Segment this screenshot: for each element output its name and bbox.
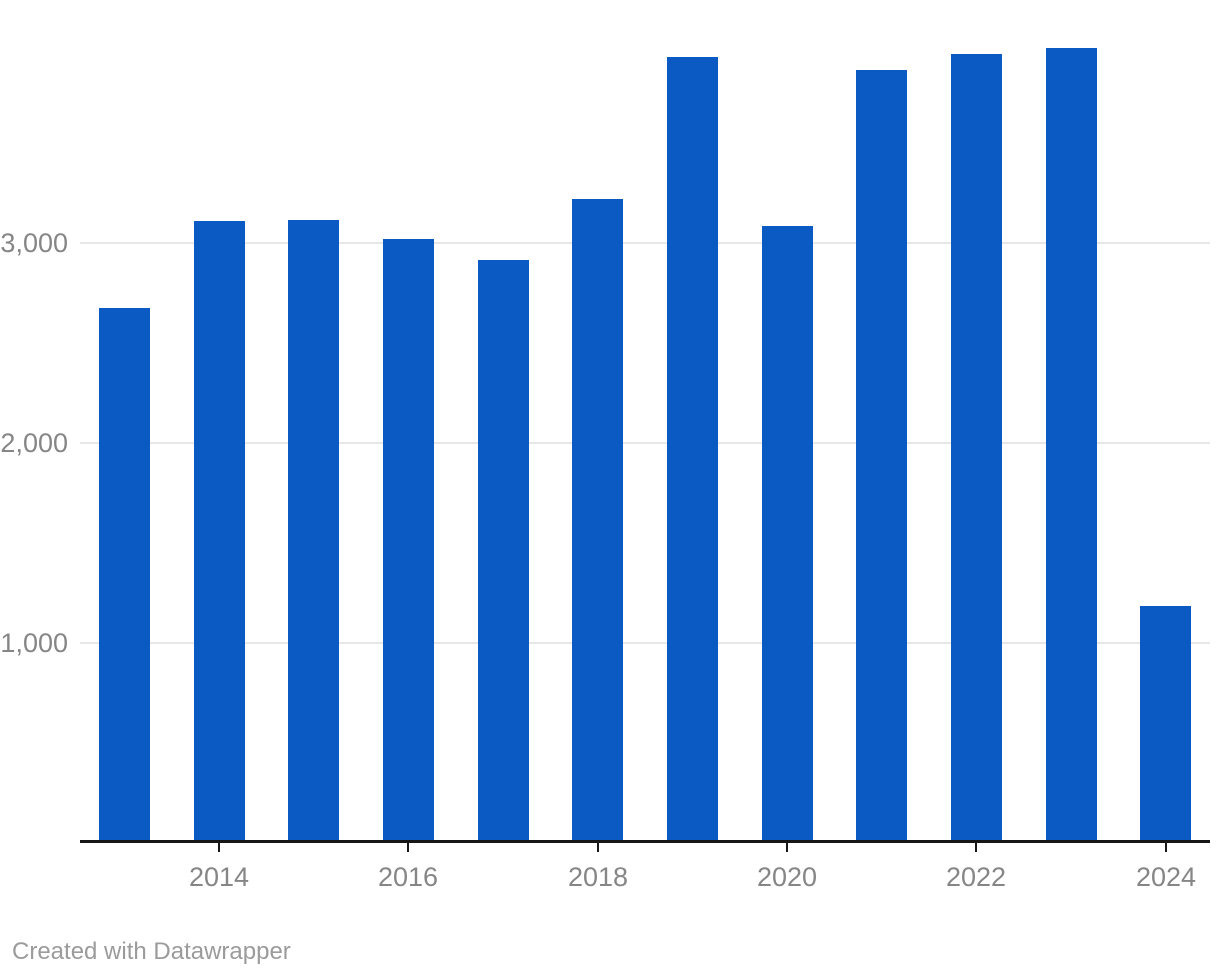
x-axis-label-2024: 2024 <box>1135 862 1197 892</box>
bar-2022[interactable] <box>951 54 1002 843</box>
bar-2016[interactable] <box>383 239 434 843</box>
bar-2020[interactable] <box>762 226 813 843</box>
bar-2017[interactable] <box>478 260 529 843</box>
x-axis-tick-2020 <box>786 843 788 852</box>
bar-2014[interactable] <box>194 221 245 843</box>
y-axis-label-3000: 3,000 <box>0 228 68 258</box>
gridline-3000 <box>80 242 1210 244</box>
bar-2024[interactable] <box>1140 606 1191 843</box>
y-axis-label-1000: 1,000 <box>0 628 68 658</box>
y-axis-label-2000: 2,000 <box>0 428 68 458</box>
bar-2019[interactable] <box>667 57 718 843</box>
bar-2021[interactable] <box>856 70 907 843</box>
x-axis-tick-2024 <box>1165 843 1167 852</box>
x-axis-label-2020: 2020 <box>756 862 818 892</box>
x-axis-label-2018: 2018 <box>567 862 629 892</box>
x-axis-line <box>80 840 1210 843</box>
bar-2018[interactable] <box>572 199 623 843</box>
x-axis-tick-2022 <box>975 843 977 852</box>
x-axis-tick-2014 <box>218 843 220 852</box>
x-axis-label-2022: 2022 <box>945 862 1007 892</box>
x-axis-tick-2018 <box>597 843 599 852</box>
bar-2013[interactable] <box>99 308 150 843</box>
gridline-1000 <box>80 642 1210 644</box>
datawrapper-attribution-link[interactable]: Created with Datawrapper <box>12 938 291 965</box>
x-axis-label-2016: 2016 <box>377 862 439 892</box>
gridline-2000 <box>80 442 1210 444</box>
x-axis-label-2014: 2014 <box>188 862 250 892</box>
bar-2023[interactable] <box>1046 48 1097 843</box>
x-axis-tick-2016 <box>407 843 409 852</box>
bar-2015[interactable] <box>288 220 339 843</box>
